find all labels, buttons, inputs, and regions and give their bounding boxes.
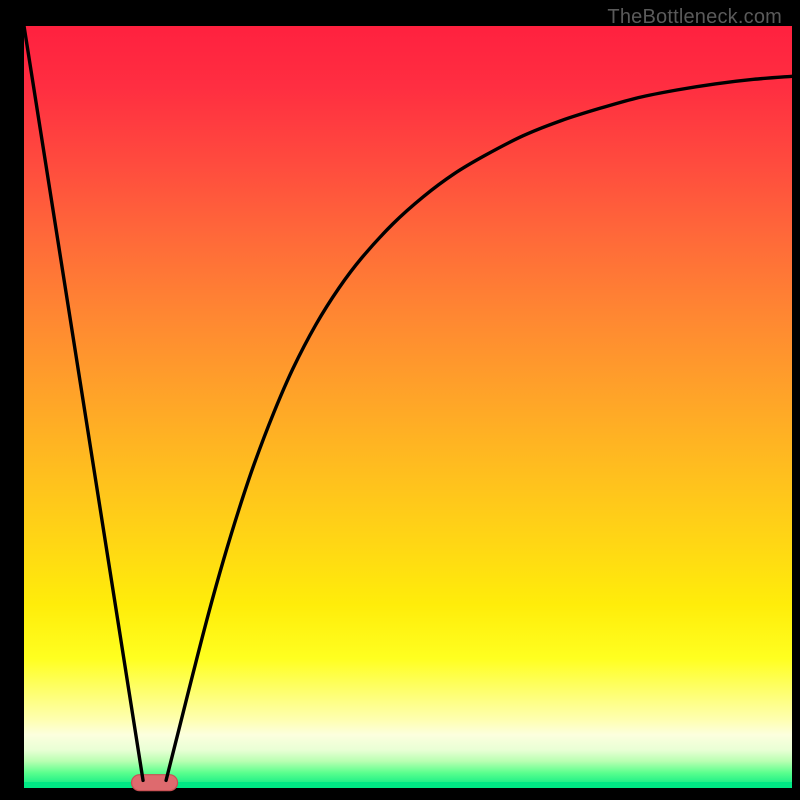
chart-container: TheBottleneck.com bbox=[0, 0, 800, 800]
gradient-background bbox=[24, 26, 792, 788]
marker-pill bbox=[132, 775, 178, 791]
chart-svg bbox=[0, 0, 800, 800]
watermark-text: TheBottleneck.com bbox=[607, 6, 782, 29]
